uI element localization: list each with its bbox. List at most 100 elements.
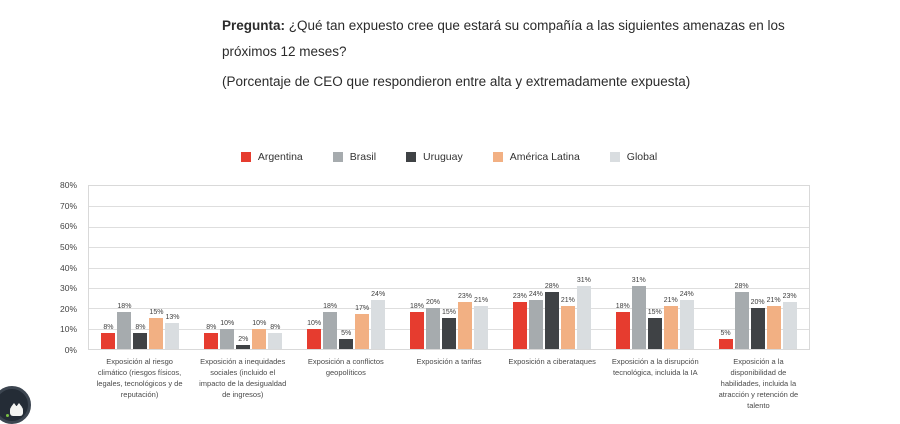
legend-label: Argentina	[257, 151, 303, 163]
legend-swatch-icon	[609, 152, 620, 162]
legend-item: Uruguay	[406, 151, 463, 163]
online-status-dot	[5, 413, 10, 418]
bar-column: 10%	[307, 320, 321, 349]
bar-value-label: 31%	[576, 276, 591, 284]
bar-group: 8% 10% 2% 10% 8%	[192, 186, 295, 349]
bar-column: 21%	[766, 297, 781, 349]
bar-uruguay	[750, 308, 765, 349]
bar-global	[782, 302, 797, 349]
bar-column: 10%	[220, 320, 234, 349]
legend-label: América Latina	[509, 151, 580, 163]
bar-global	[371, 300, 386, 349]
bar-column: 8%	[204, 324, 219, 349]
y-axis-tick-label: 10%	[59, 324, 77, 335]
bar-uruguay	[544, 291, 559, 349]
bar-column: 21%	[663, 297, 678, 349]
gridline	[89, 287, 809, 289]
bar-am-rica-latina	[252, 328, 267, 349]
bar-brasil	[734, 291, 749, 349]
bar-brasil	[528, 300, 543, 349]
bar-value-label: 8%	[103, 323, 114, 331]
y-axis-tick-label: 80%	[59, 180, 77, 190]
bar-uruguay	[442, 318, 456, 349]
bar-column: 5%	[339, 329, 354, 349]
bar-value-label: 18%	[323, 303, 338, 311]
bar-value-label: 23%	[512, 293, 527, 301]
bar-value-label: 15%	[442, 309, 457, 317]
bar-column: 15%	[149, 309, 163, 349]
bar-value-label: 17%	[355, 305, 370, 313]
y-axis-tick-label: 30%	[59, 283, 77, 294]
bar-column: 20%	[750, 299, 765, 349]
bar-column: 8%	[133, 324, 148, 349]
bar-column: 18%	[117, 303, 131, 349]
bar-am-rica-latina	[355, 314, 370, 349]
bar-group: 23% 24% 28% 21% 31%	[500, 186, 603, 349]
bar-value-label: 24%	[528, 291, 543, 299]
gridline	[89, 308, 809, 310]
chart-legend: Argentina Brasil Uruguay América Latina Glob…	[88, 151, 810, 163]
bar-am-rica-latina	[663, 306, 678, 349]
bar-group: 10% 18% 5% 17% 24%	[295, 186, 398, 349]
bar-column: 10%	[252, 320, 266, 349]
bar-am-rica-latina	[560, 306, 575, 349]
bar-value-label: 18%	[117, 303, 132, 311]
category-label: Exposición a conflictos geopolíticos	[307, 357, 384, 377]
category-label: Exposición a inequidades sociales (inclu…	[199, 357, 287, 399]
bar-value-label: 10%	[307, 319, 322, 327]
bar-column: 21%	[474, 297, 488, 349]
legend-label: Global	[626, 151, 658, 163]
legend-label: Brasil	[349, 151, 377, 163]
bar-value-label: 31%	[631, 276, 646, 284]
chat-widget-button[interactable]	[0, 386, 31, 424]
bar-value-label: 20%	[425, 299, 440, 307]
gridline	[89, 247, 809, 249]
bar-column: 23%	[782, 293, 797, 349]
bar-value-label: 24%	[679, 291, 694, 299]
bar-chart-plot-area: 8% 18% 8% 15% 13% 8% 10% 2% 10% 8% 10% 18% 5% 17% 24% 1…	[88, 185, 810, 350]
bar-value-label: 23%	[458, 293, 473, 301]
bar-column: 8%	[268, 324, 283, 349]
bar-global	[576, 285, 591, 349]
bar-column: 5%	[718, 330, 733, 349]
bar-value-label: 23%	[782, 293, 797, 301]
bar-column: 15%	[647, 309, 662, 349]
bar-group: 18% 31% 15% 21% 24%	[603, 186, 706, 349]
bar-global	[474, 306, 489, 349]
question-text: ¿Qué tan expuesto cree que estará su com…	[222, 18, 785, 59]
bar-value-label: 10%	[220, 319, 235, 327]
legend-item: Brasil	[332, 151, 377, 163]
gridline	[89, 226, 809, 228]
legend-swatch-icon	[406, 152, 417, 162]
chart-subtitle: (Porcentaje de CEO que respondieron entr…	[222, 74, 691, 89]
bar-value-label: 21%	[663, 297, 678, 305]
bar-argentina	[718, 338, 733, 349]
bar-brasil	[323, 312, 338, 349]
bar-value-label: 21%	[766, 297, 781, 305]
bar-column: 31%	[576, 276, 591, 349]
bar-column: 15%	[442, 309, 456, 349]
bar-column: 17%	[355, 305, 369, 349]
y-axis-tick-label: 40%	[59, 262, 77, 273]
bar-column: 24%	[528, 291, 543, 349]
question-label: Pregunta:	[222, 18, 286, 33]
bar-column: 20%	[425, 299, 440, 349]
bar-argentina	[409, 312, 424, 349]
bar-brasil	[220, 328, 235, 349]
bar-column: 18%	[409, 303, 424, 349]
bar-value-label: 15%	[149, 309, 164, 317]
bar-value-label: 21%	[474, 297, 489, 305]
bar-value-label: 18%	[615, 303, 630, 311]
x-axis-category-labels: Exposición al riesgo climático (riesgos …	[88, 357, 810, 411]
bar-argentina	[615, 312, 630, 349]
bar-value-label: 20%	[750, 299, 765, 307]
bar-global	[165, 322, 180, 349]
bar-uruguay	[236, 344, 251, 349]
bar-column: 21%	[560, 297, 575, 349]
gridline	[89, 267, 809, 269]
bar-global	[268, 332, 283, 349]
bar-uruguay	[339, 338, 354, 349]
bar-column: 24%	[371, 291, 385, 349]
bar-value-label: 28%	[734, 282, 749, 290]
bar-value-label: 5%	[341, 329, 352, 337]
